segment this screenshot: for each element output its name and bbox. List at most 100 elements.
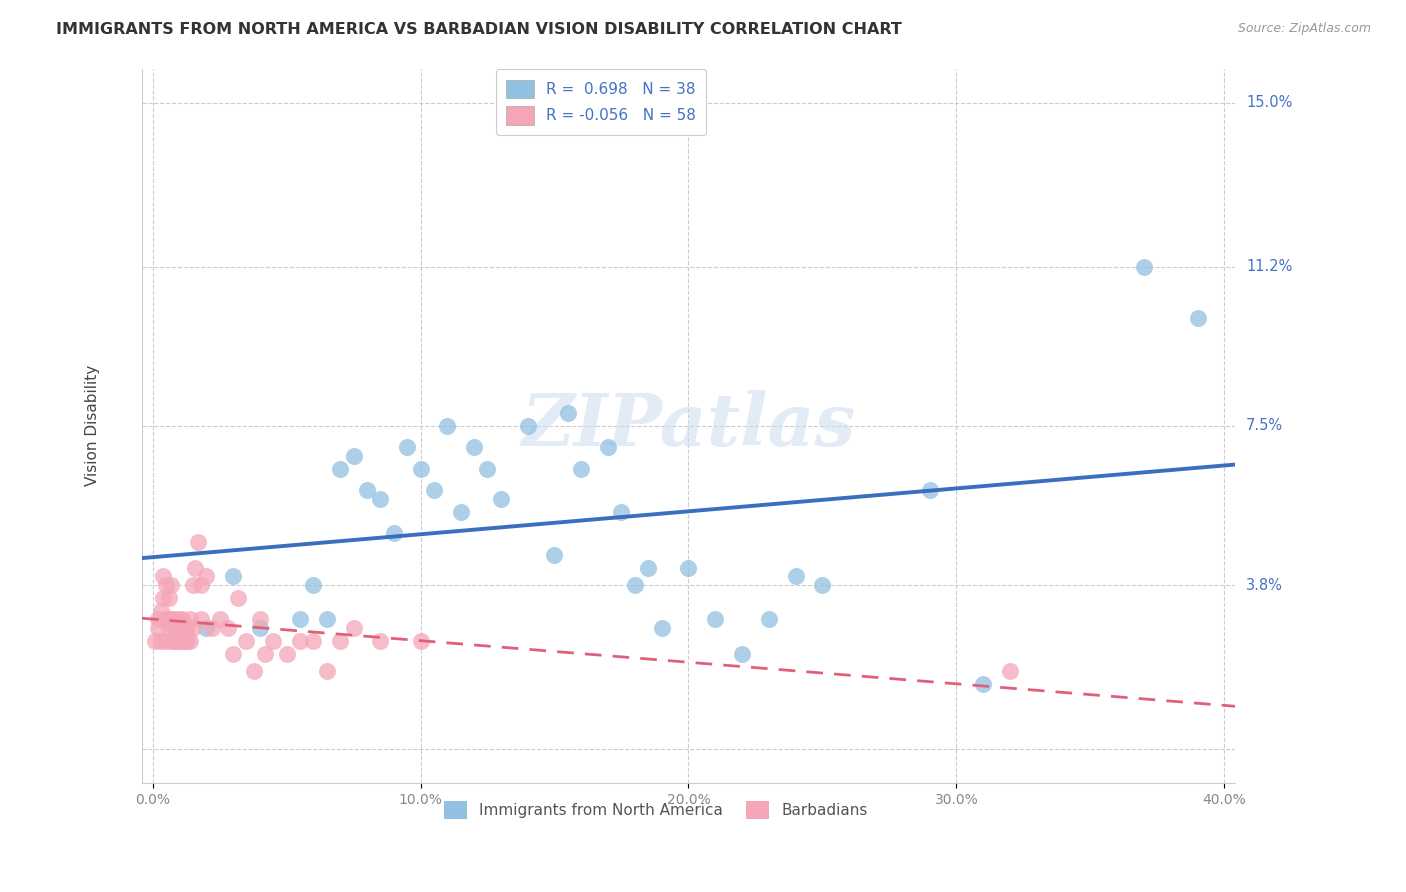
Point bbox=[184, 561, 207, 575]
Point bbox=[998, 664, 1021, 678]
Point bbox=[678, 561, 700, 575]
Point bbox=[463, 440, 485, 454]
Point bbox=[163, 612, 186, 626]
Point bbox=[516, 418, 538, 433]
Point bbox=[222, 569, 245, 583]
Point bbox=[368, 491, 391, 506]
Point bbox=[160, 578, 183, 592]
Point bbox=[195, 621, 218, 635]
Text: ZIPatlas: ZIPatlas bbox=[522, 391, 855, 461]
Point bbox=[1187, 311, 1209, 326]
Point bbox=[302, 634, 325, 648]
Point bbox=[785, 569, 807, 583]
Text: 3.8%: 3.8% bbox=[1246, 577, 1284, 592]
Point bbox=[157, 621, 180, 635]
Point bbox=[249, 612, 271, 626]
Point bbox=[276, 647, 298, 661]
Point bbox=[409, 462, 432, 476]
Point bbox=[356, 483, 378, 498]
Point bbox=[195, 569, 218, 583]
Point bbox=[637, 561, 659, 575]
Text: 15.0%: 15.0% bbox=[1246, 95, 1292, 111]
Point bbox=[543, 548, 565, 562]
Point bbox=[569, 462, 592, 476]
Point bbox=[176, 621, 198, 635]
Point bbox=[396, 440, 419, 454]
Point bbox=[450, 505, 472, 519]
Point bbox=[704, 612, 727, 626]
Point bbox=[423, 483, 446, 498]
Point bbox=[329, 634, 352, 648]
Point bbox=[166, 621, 188, 635]
Point bbox=[181, 578, 204, 592]
Point bbox=[557, 406, 579, 420]
Point bbox=[176, 634, 198, 648]
Point bbox=[651, 621, 673, 635]
Point bbox=[249, 621, 271, 635]
Point bbox=[169, 621, 191, 635]
Point bbox=[155, 634, 177, 648]
Point bbox=[155, 612, 177, 626]
Text: Source: ZipAtlas.com: Source: ZipAtlas.com bbox=[1237, 22, 1371, 36]
Point bbox=[169, 612, 191, 626]
Text: 7.5%: 7.5% bbox=[1246, 418, 1284, 434]
Point bbox=[610, 505, 633, 519]
Point bbox=[179, 612, 201, 626]
Legend: Immigrants from North America, Barbadians: Immigrants from North America, Barbadian… bbox=[437, 795, 873, 825]
Point bbox=[157, 612, 180, 626]
Point bbox=[972, 677, 994, 691]
Point bbox=[170, 634, 193, 648]
Point bbox=[190, 612, 212, 626]
Point bbox=[146, 612, 169, 626]
Point bbox=[254, 647, 277, 661]
Point bbox=[436, 418, 458, 433]
Point bbox=[409, 634, 432, 648]
Point bbox=[181, 621, 204, 635]
Point bbox=[149, 604, 172, 618]
Point bbox=[190, 578, 212, 592]
Point bbox=[288, 634, 311, 648]
Point bbox=[157, 591, 180, 605]
Point bbox=[382, 526, 405, 541]
Point bbox=[235, 634, 257, 648]
Point bbox=[169, 634, 191, 648]
Point bbox=[173, 634, 195, 648]
Point bbox=[596, 440, 619, 454]
Point bbox=[170, 612, 193, 626]
Point bbox=[155, 578, 177, 592]
Point bbox=[226, 591, 249, 605]
Point bbox=[342, 621, 364, 635]
Text: Vision Disability: Vision Disability bbox=[86, 365, 100, 486]
Text: 11.2%: 11.2% bbox=[1246, 259, 1292, 274]
Point bbox=[302, 578, 325, 592]
Point bbox=[262, 634, 284, 648]
Point bbox=[179, 634, 201, 648]
Point bbox=[163, 634, 186, 648]
Point bbox=[758, 612, 780, 626]
Point bbox=[477, 462, 499, 476]
Point bbox=[624, 578, 647, 592]
Point bbox=[143, 634, 166, 648]
Point bbox=[243, 664, 266, 678]
Point bbox=[918, 483, 941, 498]
Point bbox=[152, 569, 174, 583]
Point bbox=[217, 621, 239, 635]
Point bbox=[166, 634, 188, 648]
Point bbox=[811, 578, 834, 592]
Point bbox=[731, 647, 754, 661]
Point bbox=[160, 612, 183, 626]
Point bbox=[342, 449, 364, 463]
Point bbox=[208, 612, 231, 626]
Point bbox=[222, 647, 245, 661]
Point bbox=[315, 664, 337, 678]
Point bbox=[368, 634, 391, 648]
Point bbox=[288, 612, 311, 626]
Point bbox=[329, 462, 352, 476]
Point bbox=[315, 612, 337, 626]
Point bbox=[187, 535, 209, 549]
Point bbox=[149, 634, 172, 648]
Point bbox=[163, 621, 186, 635]
Text: IMMIGRANTS FROM NORTH AMERICA VS BARBADIAN VISION DISABILITY CORRELATION CHART: IMMIGRANTS FROM NORTH AMERICA VS BARBADI… bbox=[56, 22, 903, 37]
Point bbox=[152, 591, 174, 605]
Point bbox=[1133, 260, 1156, 274]
